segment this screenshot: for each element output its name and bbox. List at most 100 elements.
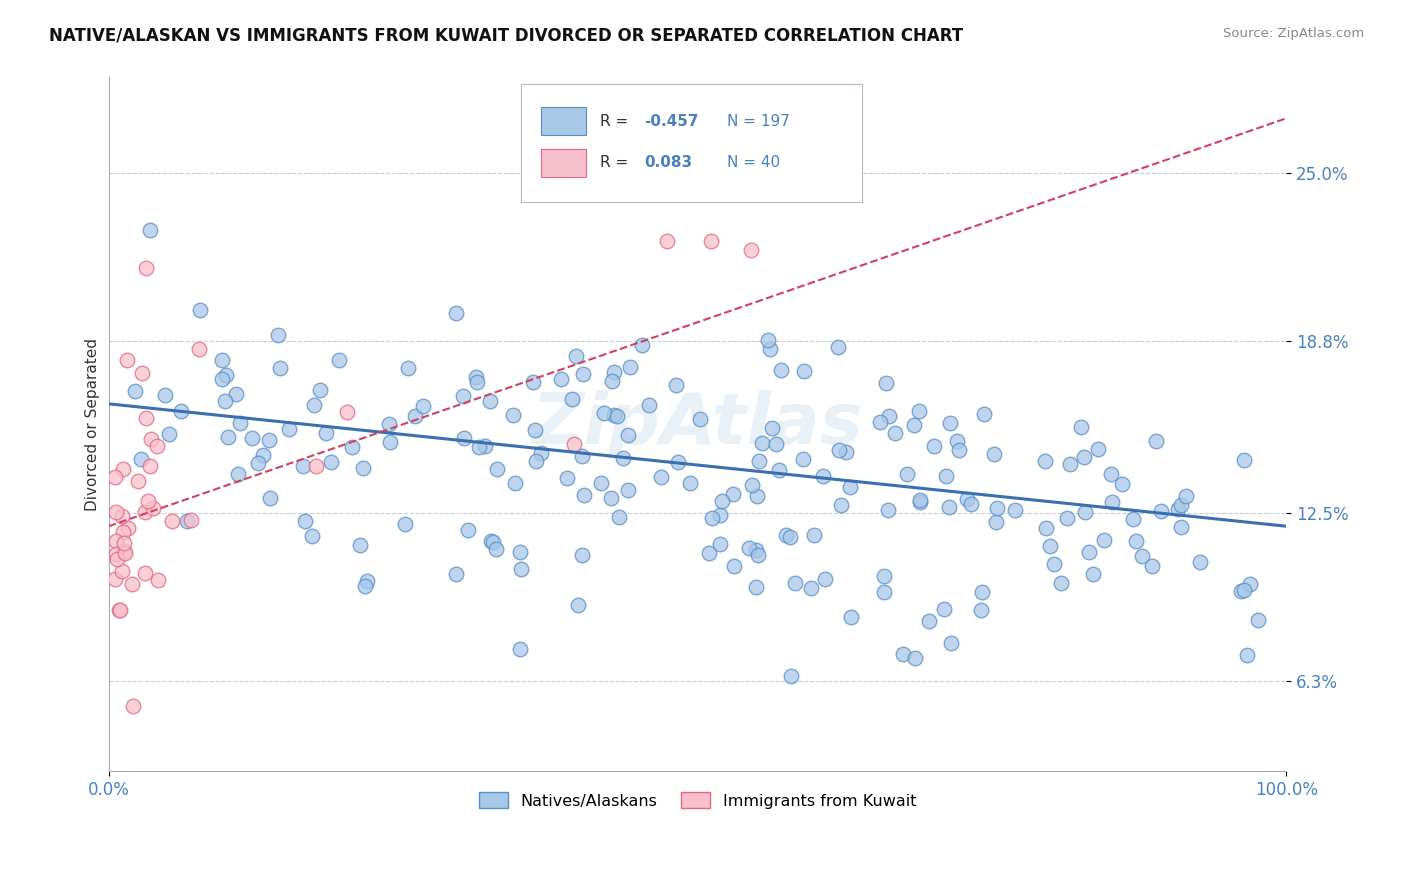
Point xyxy=(1122,512,1144,526)
Point xyxy=(1170,520,1192,534)
Point xyxy=(599,491,621,505)
Point xyxy=(591,476,613,491)
Point xyxy=(973,408,995,422)
Point xyxy=(765,437,787,451)
Point xyxy=(918,614,941,628)
Point xyxy=(114,536,136,550)
Point xyxy=(111,525,134,540)
Point xyxy=(873,568,896,582)
Point xyxy=(160,514,183,528)
Point xyxy=(444,567,467,582)
Point xyxy=(155,388,177,402)
Point xyxy=(1188,555,1211,569)
Point xyxy=(828,442,851,457)
Point xyxy=(939,417,962,431)
Point xyxy=(619,360,641,375)
Point xyxy=(699,234,721,248)
Point xyxy=(873,584,896,599)
Point xyxy=(1099,467,1122,482)
Point xyxy=(105,552,128,566)
Point xyxy=(188,302,211,317)
Point xyxy=(606,409,628,424)
Point xyxy=(328,353,350,368)
Point xyxy=(800,581,823,595)
Point xyxy=(960,497,983,511)
Point xyxy=(211,353,233,368)
Point xyxy=(945,434,967,448)
Point xyxy=(938,500,960,515)
Point xyxy=(180,513,202,527)
Point xyxy=(572,488,595,502)
Point xyxy=(215,368,238,382)
Point xyxy=(564,349,586,363)
Point xyxy=(702,511,724,525)
Point xyxy=(941,636,963,650)
Point xyxy=(474,439,496,453)
Point xyxy=(699,546,721,560)
Point xyxy=(970,603,993,617)
Point xyxy=(349,538,371,552)
Point xyxy=(247,456,270,470)
Point xyxy=(567,599,589,613)
Point xyxy=(524,454,547,468)
Point xyxy=(104,572,127,586)
Point xyxy=(768,463,790,477)
Point xyxy=(745,580,768,594)
Point xyxy=(259,491,281,506)
Point xyxy=(523,423,546,437)
Point xyxy=(509,562,531,576)
Point xyxy=(481,535,503,549)
Point xyxy=(875,376,897,391)
Point xyxy=(972,584,994,599)
Point xyxy=(834,444,856,458)
Point xyxy=(135,410,157,425)
Point xyxy=(745,489,768,503)
Point xyxy=(1056,510,1078,524)
Point xyxy=(457,523,479,537)
Text: Source: ZipAtlas.com: Source: ZipAtlas.com xyxy=(1223,27,1364,40)
Point xyxy=(252,448,274,462)
Point xyxy=(838,480,860,494)
Point xyxy=(780,669,803,683)
Point xyxy=(903,418,925,433)
Point xyxy=(1042,557,1064,571)
Text: R =: R = xyxy=(600,155,633,170)
Point xyxy=(1033,454,1056,468)
Point xyxy=(315,426,337,441)
Point xyxy=(602,408,624,422)
Point xyxy=(1230,583,1253,598)
Point xyxy=(135,260,157,275)
Point xyxy=(115,352,138,367)
Point xyxy=(775,527,797,541)
Point xyxy=(157,426,180,441)
Point xyxy=(1233,583,1256,598)
Point xyxy=(1070,420,1092,434)
Point xyxy=(122,698,145,713)
Point xyxy=(1073,450,1095,464)
Point xyxy=(121,577,143,591)
Point xyxy=(956,492,979,507)
Point xyxy=(134,566,156,580)
Point xyxy=(112,544,135,558)
Point xyxy=(451,389,474,403)
Point xyxy=(877,409,900,423)
Point xyxy=(783,576,806,591)
Point xyxy=(308,383,330,397)
Point xyxy=(111,461,134,475)
Point xyxy=(827,340,849,354)
Point xyxy=(356,574,378,589)
Point xyxy=(761,420,783,434)
Point xyxy=(756,333,779,347)
Point xyxy=(1059,457,1081,471)
Point xyxy=(319,455,342,469)
Point xyxy=(1140,558,1163,573)
Point xyxy=(465,370,488,384)
Point xyxy=(269,361,291,376)
Point xyxy=(792,452,814,467)
Point xyxy=(139,459,162,474)
Point xyxy=(657,234,679,248)
Point xyxy=(479,533,502,548)
Point xyxy=(266,328,288,343)
Point xyxy=(650,469,672,483)
Point xyxy=(617,483,640,497)
